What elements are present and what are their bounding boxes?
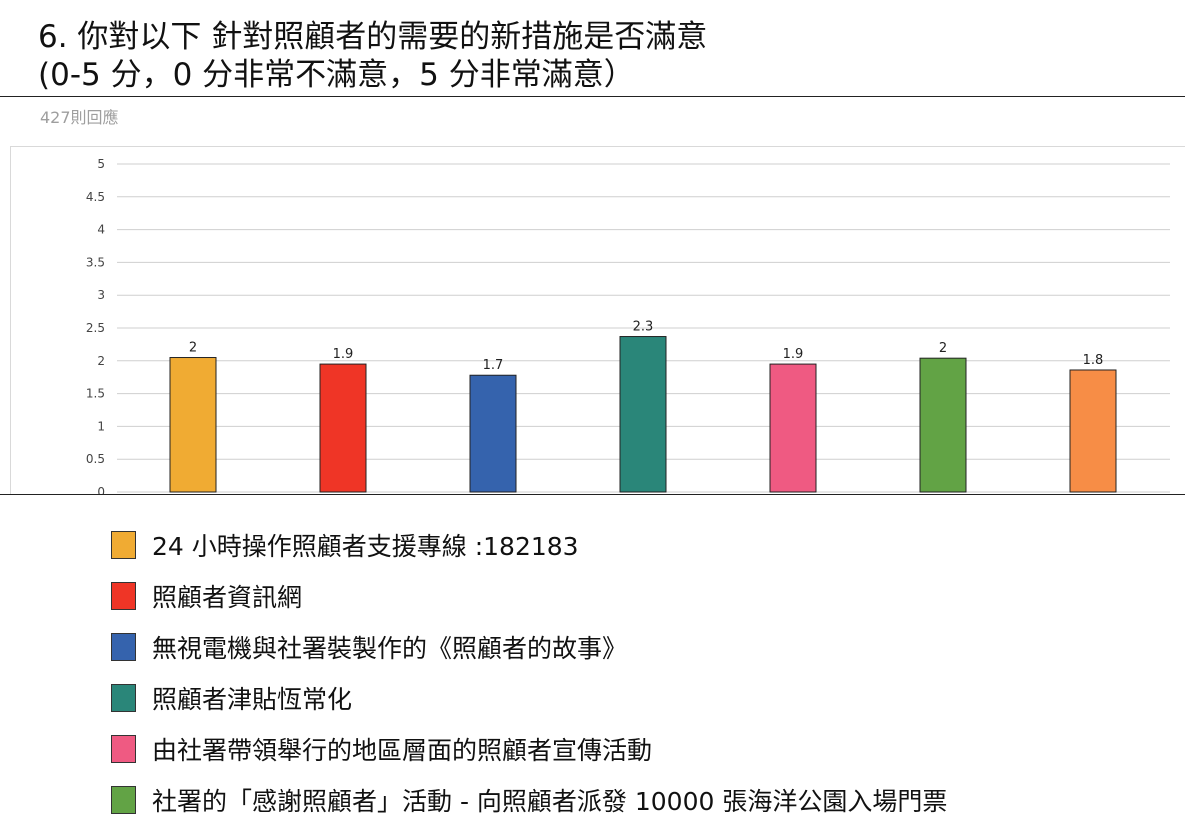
y-tick-label: 1.5 — [86, 387, 105, 401]
chart-bottom-divider — [0, 494, 1185, 495]
bar-chart: 0 0.5 1 1.5 2 2.5 3 3.5 4 4.5 5 2 1.9 1.7 2.3 1.9 2 1.8 — [86, 157, 1170, 495]
y-tick-label: 4.5 — [86, 190, 105, 204]
legend-swatch — [111, 531, 136, 559]
y-tick-label: 1 — [97, 419, 105, 433]
title-divider — [0, 96, 1185, 97]
legend-item: 無視電機與社署裝製作的《照顧者的故事》 — [111, 630, 947, 664]
y-tick-label: 0 — [97, 485, 105, 495]
bar-value-label: 2 — [939, 341, 947, 356]
bar-value-label: 2.3 — [633, 320, 654, 335]
legend-item: 社署的「感謝照顧者」活動 - 向照顧者派發 10000 張海洋公園入場門票 — [111, 783, 947, 817]
legend-label: 無視電機與社署裝製作的《照顧者的故事》 — [152, 634, 628, 663]
legend-item: 照顧者資訊網 — [111, 579, 947, 613]
legend-label: 由社署帶領舉行的地區層面的照顧者宣傳活動 — [152, 736, 653, 765]
bar — [619, 336, 667, 493]
y-tick-label: 3.5 — [86, 255, 105, 269]
chart-legend: 24 小時操作照顧者支援專線 :182183 照顧者資訊網無視電機與社署裝製作的《… — [111, 528, 947, 834]
bar — [769, 363, 817, 493]
question-title-line2: (0-5 分，0 分非常不滿意，5 分非常滿意） — [38, 57, 635, 93]
bar — [919, 357, 967, 493]
legend-swatch — [111, 684, 136, 712]
legend-swatch — [111, 582, 136, 610]
bar-value-label: 1.9 — [783, 347, 804, 362]
bar — [1069, 369, 1117, 493]
legend-item: 照顧者津貼恆常化 — [111, 681, 947, 715]
response-count: 427則回應 — [40, 108, 119, 127]
y-tick-label: 0.5 — [86, 452, 105, 466]
legend-label: 24 小時操作照顧者支援專線 :182183 — [152, 532, 579, 561]
y-tick-label: 2.5 — [86, 321, 105, 335]
bar-value-label: 1.7 — [483, 358, 504, 373]
legend-label: 照顧者資訊網 — [152, 583, 303, 612]
legend-swatch — [111, 633, 136, 661]
question-title: 6. 你對以下 針對照顧者的需要的新措施是否滿意 (0-5 分，0 分非常不滿意… — [38, 18, 1158, 94]
legend-item: 24 小時操作照顧者支援專線 :182183 — [111, 528, 947, 562]
y-tick-label: 3 — [97, 288, 105, 302]
legend-swatch — [111, 786, 136, 814]
y-tick-label: 5 — [97, 157, 105, 171]
y-tick-label: 4 — [97, 223, 105, 237]
legend-label: 照顧者津貼恆常化 — [152, 685, 353, 714]
bar-value-label: 2 — [189, 341, 197, 356]
legend-item: 由社署帶領舉行的地區層面的照顧者宣傳活動 — [111, 732, 947, 766]
y-tick-label: 2 — [97, 354, 105, 368]
bar — [469, 374, 517, 493]
chart-frame — [10, 146, 1185, 495]
bar-value-label: 1.9 — [333, 347, 354, 362]
legend-label: 社署的「感謝照顧者」活動 - 向照顧者派發 10000 張海洋公園入場門票 — [152, 787, 948, 816]
question-title-line1: 6. 你對以下 針對照顧者的需要的新措施是否滿意 — [38, 19, 708, 55]
bar-value-label: 1.8 — [1083, 353, 1104, 368]
legend-swatch — [111, 735, 136, 763]
bar — [319, 363, 367, 493]
bar — [169, 357, 217, 493]
